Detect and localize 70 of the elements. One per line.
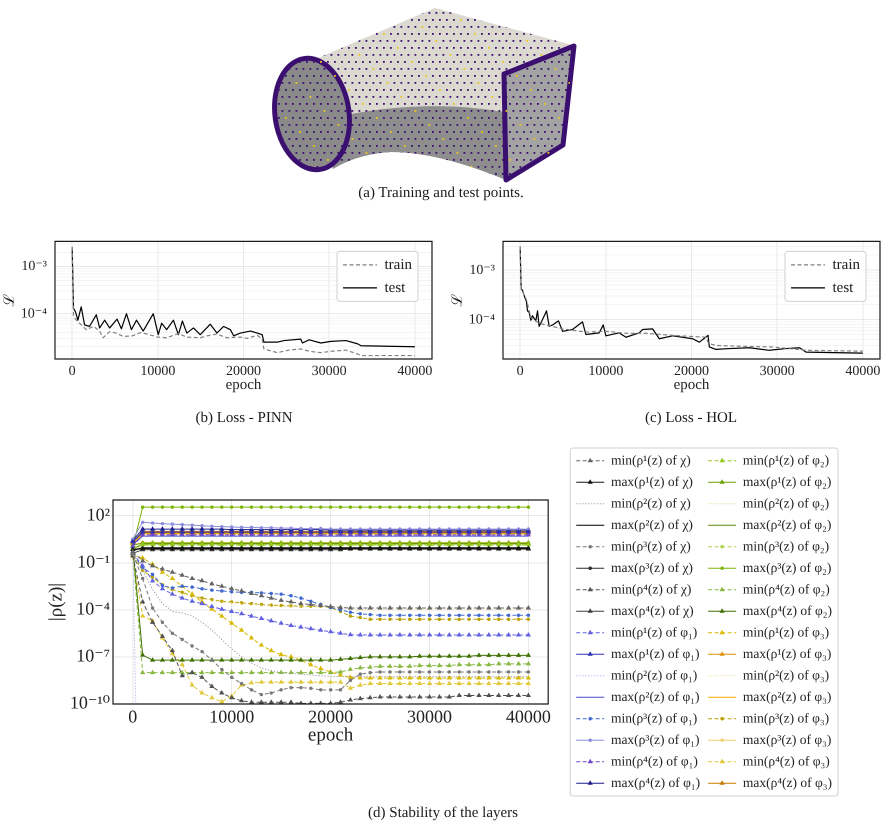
legend-label: min(ρ¹(z) of φ₃) xyxy=(742,624,830,640)
legend-label: min(ρ¹(z) of φ₂) xyxy=(742,452,830,468)
legend-label: max(ρ²(z) of φ₂) xyxy=(742,516,832,532)
x-tick-label: 10000 xyxy=(209,706,254,727)
y-axis-title: |ρ(z)| xyxy=(45,582,66,622)
x-tick-label: 40000 xyxy=(506,706,551,727)
legend-label: min(ρ¹(z) of φ₁) xyxy=(610,624,698,640)
legend-label: max(ρ²(z) of χ) xyxy=(610,516,693,532)
legend-label: min(ρ²(z) of φ₃) xyxy=(742,667,830,682)
x-axis-title: epoch xyxy=(674,376,710,393)
text: (d) Stability of the layers xyxy=(368,804,518,822)
y-tick-label: 10⁻⁴ xyxy=(76,598,110,619)
legend-label: max(ρ¹(z) of χ) xyxy=(610,474,693,489)
text: (b) Loss - PINN xyxy=(195,409,293,427)
x-tick-label: 30000 xyxy=(407,706,452,727)
x-tick-label: 10000 xyxy=(140,364,176,380)
legend-label: max(ρ³(z) of χ) xyxy=(610,560,693,575)
x-tick-label: 0 xyxy=(128,706,138,727)
legend-label: max(ρ⁴(z) of χ) xyxy=(610,602,694,618)
x-axis-title: epoch xyxy=(308,724,354,746)
legend-label: max(ρ³(z) of φ₃) xyxy=(742,732,832,747)
x-tick-label: 40000 xyxy=(845,364,880,380)
y-axis-title: ℒ xyxy=(2,294,18,307)
legend-label: max(ρ¹(z) of φ₃) xyxy=(742,646,832,661)
legend-label: min(ρ³(z) of φ₁) xyxy=(610,710,698,726)
y-tick-label: 10⁻³ xyxy=(21,259,47,274)
legend-label: max(ρ⁴(z) of φ₃) xyxy=(742,774,832,790)
legend-label: min(ρ⁴(z) of φ₂) xyxy=(742,581,830,596)
x-tick-label: 10000 xyxy=(588,364,624,380)
legend-label: max(ρ¹(z) of φ₁) xyxy=(610,646,700,661)
y-tick-label: 10⁻¹⁰ xyxy=(70,692,110,713)
x-tick-label: 30000 xyxy=(760,364,795,380)
legend-label: max(ρ²(z) of φ₃) xyxy=(742,688,832,704)
y-tick-label: 10² xyxy=(86,504,110,524)
legend-label: max(ρ¹(z) of φ₂) xyxy=(742,474,832,489)
legend-label: train xyxy=(384,256,412,273)
legend-label: min(ρ⁴(z) of φ₁) xyxy=(610,753,698,768)
y-tick-label: 10⁻³ xyxy=(469,262,495,278)
y-tick-label: 10⁻⁷ xyxy=(76,646,110,666)
y-tick-label: 10⁻⁴ xyxy=(20,306,48,322)
legend-label: min(ρ²(z) of χ) xyxy=(610,495,691,510)
legend-label: min(ρ³(z) of χ) xyxy=(610,538,691,554)
x-axis-title: epoch xyxy=(226,376,262,393)
legend-label: test xyxy=(384,280,406,296)
legend-label: min(ρ¹(z) of χ) xyxy=(610,452,691,468)
legend-label: max(ρ³(z) of φ₂) xyxy=(742,560,832,575)
legend-label: min(ρ³(z) of φ₃) xyxy=(742,710,830,726)
legend-label: max(ρ⁴(z) of φ₂) xyxy=(742,602,832,618)
text: (c) Loss - HOL xyxy=(644,409,738,427)
x-tick-label: 20000 xyxy=(308,706,354,727)
legend-label: min(ρ²(z) of φ₁) xyxy=(610,667,698,682)
legend-label: min(ρ²(z) of φ₂) xyxy=(742,495,830,510)
y-axis-title: ℒ xyxy=(450,294,466,307)
x-tick-label: 40000 xyxy=(397,364,432,380)
legend-label: min(ρ⁴(z) of φ₃) xyxy=(742,753,830,768)
legend-label: min(ρ⁴(z) of χ) xyxy=(610,581,692,596)
y-tick-label: 10⁻⁴ xyxy=(468,312,496,328)
x-tick-label: 30000 xyxy=(312,364,347,380)
x-tick-label: 0 xyxy=(68,364,76,380)
x-tick-label: 0 xyxy=(516,364,524,380)
text: (a) Training and test points. xyxy=(358,184,524,202)
x-tick-label: 20000 xyxy=(674,364,709,380)
x-tick-label: 20000 xyxy=(226,364,261,380)
legend-label: max(ρ³(z) of φ₁) xyxy=(610,732,700,747)
y-tick-label: 10⁻¹ xyxy=(77,552,110,572)
legend-label: min(ρ³(z) of φ₂) xyxy=(742,538,830,554)
legend-label: max(ρ²(z) of φ₁) xyxy=(610,688,700,704)
legend-label: test xyxy=(832,280,854,296)
legend-label: max(ρ⁴(z) of φ₁) xyxy=(610,774,700,790)
legend-label: train xyxy=(832,256,860,273)
